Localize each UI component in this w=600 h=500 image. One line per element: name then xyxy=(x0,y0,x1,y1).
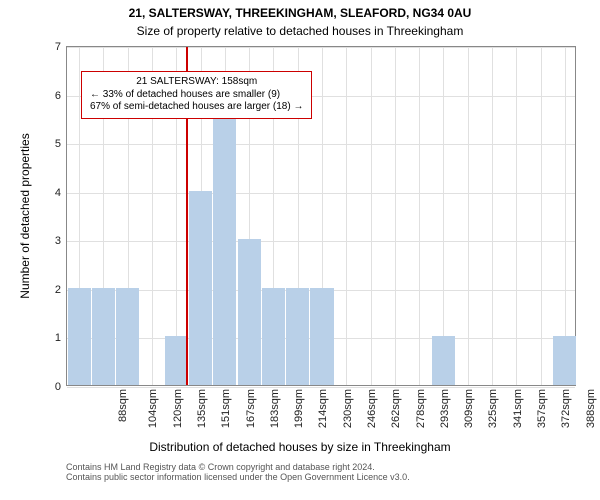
gridline-h xyxy=(67,193,575,194)
x-tick-label: 309sqm xyxy=(463,389,475,428)
gridline-v xyxy=(443,47,444,385)
y-tick-label: 1 xyxy=(55,332,61,344)
annotation-line: 21 SALTERSWAY: 158sqm xyxy=(90,76,303,89)
gridline-h xyxy=(67,241,575,242)
histogram-bar xyxy=(262,288,285,385)
y-tick-label: 6 xyxy=(55,90,61,102)
gridline-v xyxy=(419,47,420,385)
x-tick-label: 199sqm xyxy=(293,389,305,428)
gridline-v xyxy=(468,47,469,385)
chart-title-line2: Size of property relative to detached ho… xyxy=(0,24,600,38)
histogram-bar xyxy=(286,288,309,385)
annotation-line: 67% of semi-detached houses are larger (… xyxy=(90,101,303,114)
gridline-v xyxy=(395,47,396,385)
x-tick-label: 104sqm xyxy=(148,389,160,428)
x-tick-label: 262sqm xyxy=(390,389,402,428)
gridline-v xyxy=(492,47,493,385)
x-tick-label: 183sqm xyxy=(269,389,281,428)
histogram-bar xyxy=(116,288,139,385)
footer-line1: Contains HM Land Registry data © Crown c… xyxy=(66,462,590,472)
footer-line2: Contains public sector information licen… xyxy=(66,472,590,482)
x-tick-label: 120sqm xyxy=(172,389,184,428)
histogram-bar xyxy=(68,288,91,385)
x-tick-label: 135sqm xyxy=(196,389,208,428)
y-tick-label: 5 xyxy=(55,138,61,150)
y-tick-label: 0 xyxy=(55,381,61,393)
x-tick-label: 246sqm xyxy=(366,389,378,428)
x-tick-label: 151sqm xyxy=(220,389,232,428)
x-tick-label: 214sqm xyxy=(318,389,330,428)
histogram-bar xyxy=(553,336,576,385)
x-tick-label: 388sqm xyxy=(585,389,597,428)
histogram-bar xyxy=(92,288,115,385)
x-tick-label: 278sqm xyxy=(415,389,427,428)
x-tick-label: 167sqm xyxy=(245,389,257,428)
x-tick-label: 230sqm xyxy=(342,389,354,428)
x-tick-label: 293sqm xyxy=(439,389,451,428)
x-tick-label: 357sqm xyxy=(536,389,548,428)
x-tick-label: 325sqm xyxy=(488,389,500,428)
y-tick-label: 3 xyxy=(55,235,61,247)
x-tick-label: 341sqm xyxy=(512,389,524,428)
histogram-bar xyxy=(310,288,333,385)
gridline-v xyxy=(565,47,566,385)
annotation-box: 21 SALTERSWAY: 158sqm← 33% of detached h… xyxy=(81,71,312,119)
annotation-line: ← 33% of detached houses are smaller (9) xyxy=(90,89,303,102)
histogram-bar xyxy=(213,94,236,385)
chart-plot-area: 0123456788sqm104sqm120sqm135sqm151sqm167… xyxy=(66,46,576,386)
histogram-bar xyxy=(238,239,261,385)
x-tick-label: 88sqm xyxy=(117,389,129,422)
gridline-v xyxy=(541,47,542,385)
histogram-bar xyxy=(432,336,455,385)
y-tick-label: 7 xyxy=(55,41,61,53)
gridline-v xyxy=(346,47,347,385)
x-tick-label: 372sqm xyxy=(560,389,572,428)
chart-title-line1: 21, SALTERSWAY, THREEKINGHAM, SLEAFORD, … xyxy=(0,6,600,20)
gridline-h xyxy=(67,144,575,145)
gridline-v xyxy=(371,47,372,385)
gridline-v xyxy=(516,47,517,385)
gridline-h xyxy=(67,47,575,48)
gridline-h xyxy=(67,387,575,388)
x-axis-label: Distribution of detached houses by size … xyxy=(0,440,600,454)
y-axis-label: Number of detached properties xyxy=(18,46,32,386)
histogram-bar xyxy=(189,191,212,385)
y-tick-label: 4 xyxy=(55,187,61,199)
y-tick-label: 2 xyxy=(55,284,61,296)
histogram-bar xyxy=(165,336,188,385)
footer-attribution: Contains HM Land Registry data © Crown c… xyxy=(66,462,590,482)
